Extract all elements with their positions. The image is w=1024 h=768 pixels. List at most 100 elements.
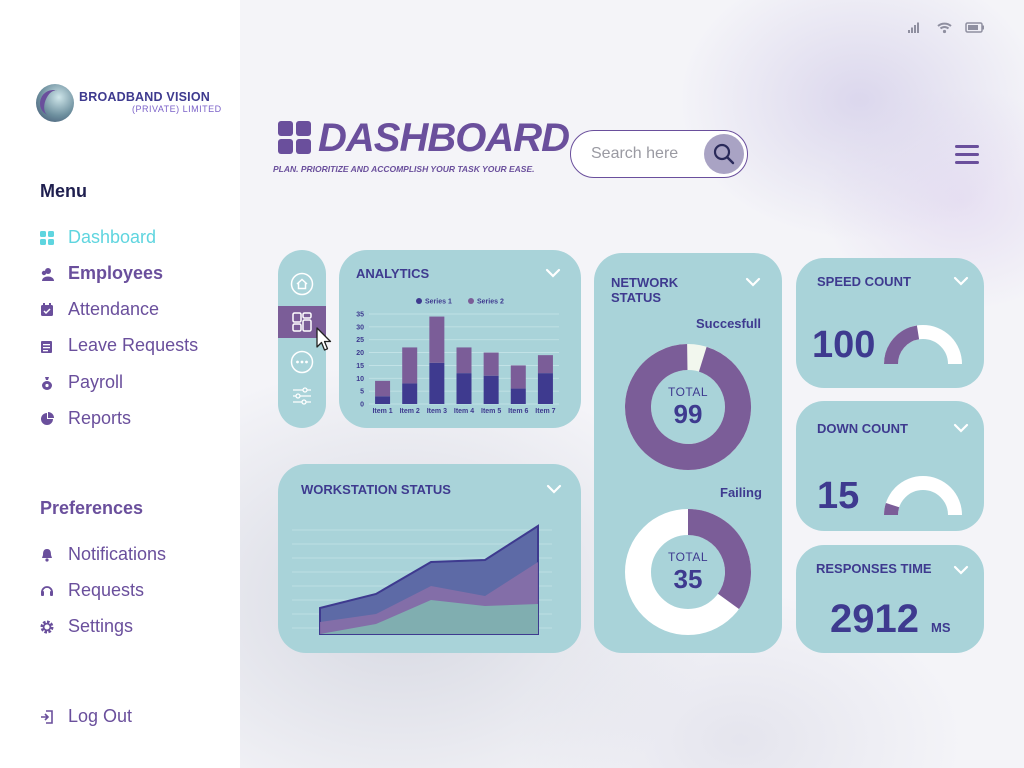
legend-marker [416,298,422,304]
bar [483,352,499,376]
sidebar-item-dashboard[interactable]: Dashboard [40,227,156,248]
more-tool-button[interactable] [278,346,326,378]
home-tool-button[interactable] [278,268,326,300]
bar [537,373,553,404]
x-tick-label: Item 5 [481,408,501,415]
wifi-icon [937,22,952,34]
logo-name: BROADBAND VISION [79,90,210,104]
bar [402,383,418,404]
logo-globe-icon [36,84,74,122]
logo-subtitle: (PRIVATE) LIMITED [132,104,222,114]
workstation-area-chart [292,524,552,635]
x-tick-label: Item 1 [372,408,392,415]
analytics-card: ANALYTICS 0 5 10 15 20 25 30 35 Series 1 Series 2… [339,250,581,428]
analytics-bar-chart: 0 5 10 15 20 25 30 35 Series 1 Series 2 Item 1 Item… [356,298,559,415]
bar [429,362,445,404]
speed-value: 100 [812,324,876,366]
sidebar-item-notifications[interactable]: Notifications [40,544,166,565]
speed-gauge [884,325,962,365]
analytics-chevron-down-icon[interactable] [545,268,561,278]
speed-title: SPEED COUNT [817,274,911,289]
x-tick-label: Item 7 [535,408,555,415]
y-tick-label: 30 [356,324,364,331]
bar [375,380,391,397]
y-tick-label: 10 [356,376,364,383]
donut-segment [625,344,751,470]
y-tick-label: 25 [356,337,364,344]
speed-count-card: SPEED COUNT 100 [796,258,984,388]
failing-total-value: 35 [673,564,703,594]
search-input[interactable] [591,143,701,165]
network-title-line2: STATUS [611,290,662,305]
gauge-fill [884,502,900,516]
clipboard-icon [40,339,54,353]
y-tick-label: 20 [356,350,364,357]
down-count-card: DOWN COUNT 15 [796,401,984,531]
y-tick-label: 0 [360,402,364,409]
logout-label: Log Out [68,706,133,726]
logout-button[interactable]: Log Out [40,706,132,727]
workstation-chevron-down-icon[interactable] [546,484,562,494]
sidebar-item-label: Notifications [68,544,167,564]
legend-label: Series 1 [425,299,452,306]
network-chevron-down-icon[interactable] [745,277,761,287]
y-tick-label: 35 [356,312,364,319]
search-button[interactable] [704,134,744,174]
dashboard-title-icon [278,121,312,155]
sidebar-item-settings[interactable]: Settings [40,616,133,637]
sidebar-item-label: Dashboard [68,227,157,247]
y-tick-label: 15 [356,363,364,370]
battery-icon [965,22,984,33]
bar [375,396,391,404]
sidebar-item-payroll[interactable]: Payroll [40,372,123,393]
sidebar-item-label: Settings [68,616,134,636]
sidebar-item-requests[interactable]: Requests [40,580,144,601]
gear-icon [40,620,54,634]
sidebar-item-leave-requests[interactable]: Leave Requests [40,335,198,356]
successful-donut-chart [625,344,751,470]
legend-marker [468,298,474,304]
users-icon [40,267,54,281]
sidebar-item-label: Employees [68,263,164,283]
down-chevron-down-icon[interactable] [953,423,969,433]
bar [456,373,472,404]
y-tick-label: 5 [360,389,364,396]
response-chevron-down-icon[interactable] [953,565,969,575]
bar [510,365,526,389]
money-bag-icon [40,376,54,390]
down-value: 15 [817,475,860,517]
bar [510,388,526,404]
successful-total-value: 99 [673,399,703,429]
speed-chevron-down-icon[interactable] [953,276,969,286]
bell-icon [40,548,54,562]
menu-title: Menu [40,181,87,201]
hamburger-menu-icon[interactable] [955,145,979,167]
x-tick-label: Item 3 [427,408,447,415]
failing-label: Failing [720,485,762,500]
failing-total-label: TOTAL [667,550,709,564]
company-logo: BROADBAND VISION (PRIVATE) LIMITED [36,84,246,124]
headset-icon [40,584,54,598]
successful-label: Succesfull [696,316,762,331]
logout-icon [40,709,54,724]
gauge-track [884,476,962,516]
calendar-icon [40,302,54,317]
legend-label: Series 2 [477,299,504,306]
bar [429,316,445,363]
sidebar-item-employees[interactable]: Employees [40,263,163,284]
bar [537,355,553,374]
layout-icon [292,312,312,332]
workstation-title: WORKSTATION STATUS [301,482,451,497]
sidebar-item-attendance[interactable]: Attendance [40,299,159,320]
x-tick-label: Item 6 [508,408,528,415]
bar [483,375,499,404]
x-tick-label: Item 4 [454,408,474,415]
filter-tool-button[interactable] [278,380,326,412]
sidebar: BROADBAND VISION (PRIVATE) LIMITED Menu … [0,0,240,768]
bar [456,347,472,374]
down-gauge [884,476,962,516]
successful-total-label: TOTAL [667,385,709,399]
home-icon [290,272,314,296]
sidebar-item-reports[interactable]: Reports [40,408,131,429]
gauge-fill [884,325,920,365]
